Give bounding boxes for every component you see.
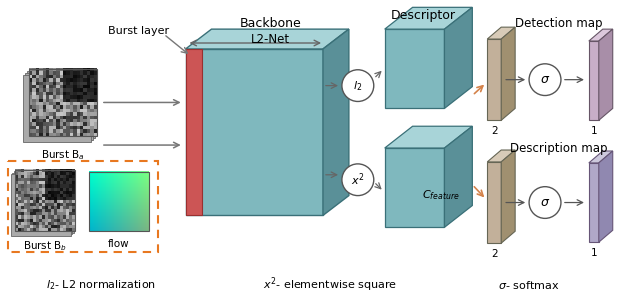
Polygon shape: [186, 29, 349, 49]
Polygon shape: [589, 29, 612, 41]
Text: 1: 1: [591, 126, 597, 136]
Circle shape: [529, 187, 561, 218]
Polygon shape: [599, 29, 612, 120]
Polygon shape: [444, 126, 472, 227]
Bar: [23, 75, 91, 142]
Polygon shape: [599, 151, 612, 242]
Polygon shape: [589, 151, 612, 163]
Text: Burst layer: Burst layer: [108, 26, 170, 36]
Circle shape: [342, 70, 374, 102]
Bar: [15, 170, 75, 231]
Polygon shape: [385, 126, 472, 148]
Text: Burst B$_b$: Burst B$_b$: [23, 239, 67, 253]
Bar: [26, 73, 93, 140]
Polygon shape: [186, 49, 323, 215]
Text: Burst B$_a$: Burst B$_a$: [41, 148, 85, 162]
Text: L2-Net: L2-Net: [251, 32, 290, 45]
Polygon shape: [444, 7, 472, 108]
Polygon shape: [487, 39, 501, 120]
Text: Backbone: Backbone: [239, 17, 301, 30]
Text: $x^2$: $x^2$: [351, 171, 365, 188]
Polygon shape: [589, 41, 599, 120]
Text: 2: 2: [491, 249, 497, 259]
Polygon shape: [487, 27, 515, 39]
Text: Description map: Description map: [510, 142, 608, 155]
Polygon shape: [186, 49, 202, 215]
Text: flow: flow: [108, 239, 130, 249]
Polygon shape: [385, 148, 444, 227]
Text: $l_2$: $l_2$: [353, 79, 362, 92]
Text: $\sigma$- softmax: $\sigma$- softmax: [499, 279, 560, 291]
Text: 2: 2: [491, 126, 497, 136]
Circle shape: [529, 64, 561, 95]
Bar: [89, 172, 148, 231]
Polygon shape: [385, 29, 444, 108]
Text: $C_{feature}$: $C_{feature}$: [422, 189, 460, 202]
Text: $x^2$- elementwise square: $x^2$- elementwise square: [263, 275, 397, 294]
Polygon shape: [385, 7, 472, 29]
Text: Detection map: Detection map: [515, 17, 603, 30]
Text: $\sigma$: $\sigma$: [540, 196, 550, 209]
Text: 1: 1: [591, 248, 597, 258]
Text: $l_2$- L2 normalization: $l_2$- L2 normalization: [46, 278, 156, 292]
Polygon shape: [589, 163, 599, 242]
Bar: [29, 69, 97, 136]
Bar: [11, 174, 70, 236]
Text: Descriptor: Descriptor: [391, 9, 456, 22]
Bar: [12, 173, 72, 234]
Polygon shape: [501, 150, 515, 243]
Bar: [14, 171, 74, 233]
Bar: [28, 71, 95, 138]
Circle shape: [342, 164, 374, 196]
Polygon shape: [323, 29, 349, 215]
Polygon shape: [487, 150, 515, 162]
Polygon shape: [501, 27, 515, 120]
Polygon shape: [487, 162, 501, 243]
Text: $\sigma$: $\sigma$: [540, 73, 550, 86]
